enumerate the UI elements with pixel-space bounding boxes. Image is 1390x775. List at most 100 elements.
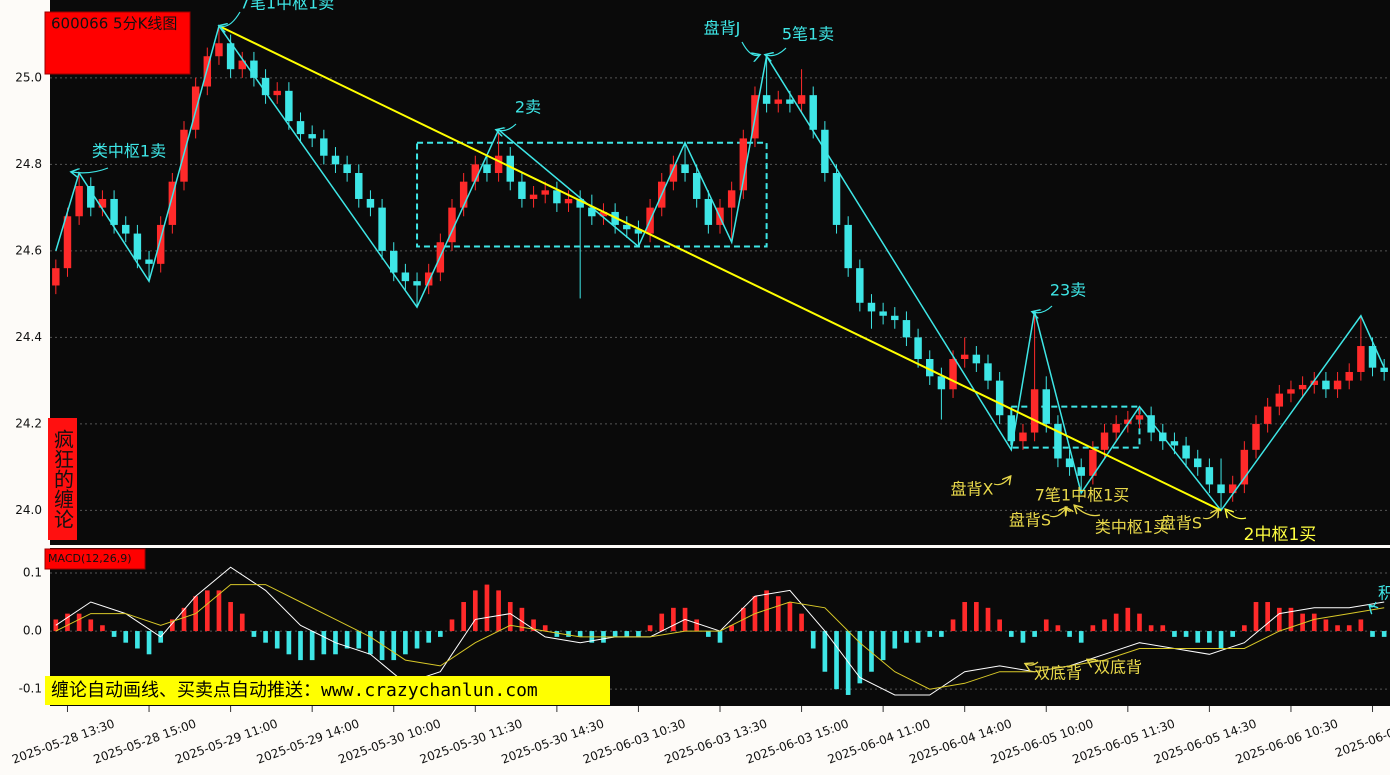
macd-bar bbox=[263, 631, 268, 643]
macd-bar bbox=[554, 631, 560, 637]
candle-body bbox=[1357, 346, 1365, 372]
candle-body bbox=[1042, 389, 1050, 424]
candle-body bbox=[1380, 367, 1388, 372]
macd-bar bbox=[1043, 619, 1049, 632]
candle-body bbox=[401, 272, 410, 282]
candle-body bbox=[1182, 445, 1190, 459]
macd-bar bbox=[1276, 607, 1282, 632]
candle-body bbox=[564, 198, 573, 204]
candle-body bbox=[972, 354, 981, 364]
candle-body bbox=[63, 216, 72, 269]
macd-bar bbox=[577, 631, 583, 637]
macd-bar bbox=[146, 631, 152, 655]
macd-bar bbox=[624, 631, 630, 637]
candle-body bbox=[1124, 419, 1132, 424]
candle-body bbox=[191, 86, 200, 130]
candle-body bbox=[1135, 415, 1144, 420]
macd-bar bbox=[694, 619, 700, 632]
macd-bar bbox=[1300, 613, 1305, 632]
macd-bar bbox=[729, 625, 734, 632]
candle-body bbox=[75, 185, 83, 217]
macd-bar bbox=[391, 631, 397, 661]
macd-bar bbox=[880, 631, 886, 661]
macd-bar bbox=[216, 590, 222, 632]
candle-body bbox=[483, 164, 491, 174]
candle-body bbox=[844, 224, 852, 269]
candle-body bbox=[809, 95, 817, 130]
macd-title-box bbox=[44, 548, 146, 570]
y-tick-label: 0.1 bbox=[23, 565, 42, 579]
macd-bar bbox=[286, 631, 292, 655]
trend-line bbox=[218, 25, 1222, 512]
candle-body bbox=[250, 60, 258, 78]
macd-bar bbox=[787, 602, 793, 632]
candle-body bbox=[1298, 384, 1307, 390]
candle-body bbox=[52, 268, 60, 286]
candle-body bbox=[1007, 415, 1016, 442]
macd-bar bbox=[939, 631, 944, 637]
macd-bar bbox=[1207, 631, 1212, 643]
candle-body bbox=[98, 198, 107, 208]
candle-body bbox=[1252, 423, 1260, 450]
macd-bar bbox=[1195, 631, 1201, 643]
macd-bar bbox=[461, 602, 466, 632]
candle-body bbox=[867, 302, 876, 312]
candle-body bbox=[1170, 441, 1179, 446]
macd-bar bbox=[1090, 625, 1096, 632]
candle-body bbox=[856, 268, 864, 303]
macd-bar bbox=[1078, 631, 1084, 643]
candle-body bbox=[774, 99, 782, 104]
macd-bar bbox=[135, 631, 140, 649]
y-tick-label: -0.1 bbox=[19, 682, 42, 696]
candle-body bbox=[296, 121, 305, 135]
candle-body bbox=[529, 194, 538, 199]
macd-bar bbox=[764, 590, 769, 632]
annotation-arrow bbox=[1026, 661, 1039, 665]
y-tick-label: 24.0 bbox=[15, 503, 42, 517]
macd-bar bbox=[379, 631, 385, 661]
candle-body bbox=[821, 129, 829, 174]
candle-body bbox=[692, 173, 701, 199]
candle-body bbox=[285, 90, 293, 122]
macd-bar bbox=[426, 631, 432, 643]
macd-bar bbox=[414, 631, 420, 649]
macd-bar bbox=[1288, 607, 1294, 632]
macd-bar bbox=[484, 584, 490, 632]
candle-body bbox=[1228, 484, 1237, 494]
banner: 缠论自动画线、买卖点自动推送：www.crazychanlun.com bbox=[45, 676, 610, 705]
macd-bar bbox=[834, 631, 839, 690]
macd-bar bbox=[321, 631, 327, 655]
macd-bar bbox=[1148, 625, 1154, 632]
annotation: 盘背S bbox=[1160, 514, 1202, 533]
macd-bar bbox=[892, 631, 898, 649]
macd-bar bbox=[100, 625, 105, 632]
macd-bar bbox=[566, 631, 571, 637]
macd-bar bbox=[717, 631, 723, 643]
macd-bar bbox=[636, 631, 641, 637]
macd-bar bbox=[904, 631, 909, 643]
candle-body bbox=[355, 173, 363, 199]
macd-bar bbox=[1265, 602, 1270, 632]
macd-bar bbox=[472, 590, 478, 632]
macd-bar bbox=[1358, 619, 1364, 632]
candle-body bbox=[588, 207, 596, 217]
candle-body bbox=[1275, 393, 1284, 407]
annotation: 2中枢1买 bbox=[1244, 525, 1317, 545]
candle-body bbox=[366, 198, 375, 208]
candle-body bbox=[926, 359, 934, 377]
price-panel bbox=[50, 0, 1390, 545]
macd-bar bbox=[845, 631, 851, 695]
macd-bar bbox=[857, 631, 863, 684]
candle-body bbox=[1089, 449, 1097, 476]
annotation: 积 bbox=[1378, 584, 1390, 603]
candle-body bbox=[541, 190, 549, 195]
candle-body bbox=[739, 138, 748, 191]
macd-bar bbox=[1113, 613, 1119, 632]
macd-bar bbox=[251, 631, 257, 637]
candle-body bbox=[1054, 423, 1062, 459]
candle-body bbox=[506, 155, 514, 182]
annotation-arrow bbox=[993, 477, 1010, 485]
macd-bar bbox=[647, 625, 653, 632]
macd-bar bbox=[274, 631, 280, 649]
pivot-box bbox=[1010, 405, 1141, 449]
